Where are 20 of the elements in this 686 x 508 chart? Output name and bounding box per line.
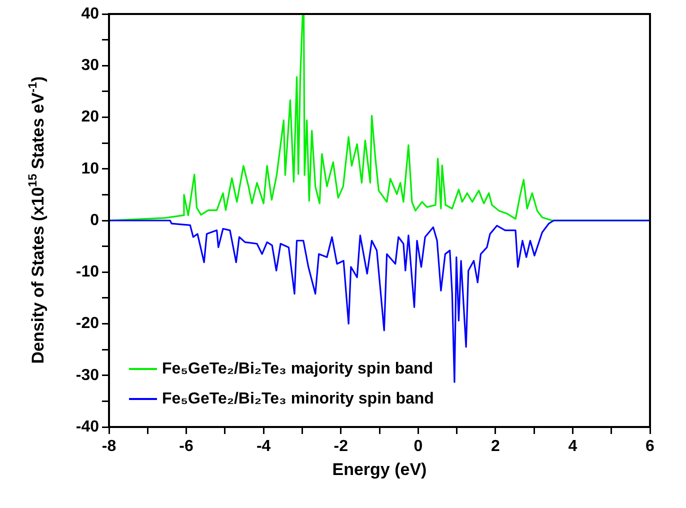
x-tick-label: 2 bbox=[490, 438, 500, 456]
legend-label: Fe₅GeTe₂/Bi₂Te₃ minority spin band bbox=[162, 390, 434, 408]
y-tick-label: 20 bbox=[81, 108, 100, 126]
y-tick-label: 0 bbox=[90, 212, 100, 229]
y-tick-label: -10 bbox=[76, 264, 100, 281]
x-tick-label: 4 bbox=[568, 438, 578, 456]
y-tick-label: -30 bbox=[76, 366, 100, 384]
x-axis-title: Energy (eV) bbox=[331, 460, 428, 480]
y-tick-label: 10 bbox=[81, 160, 100, 178]
x-tick-label: -6 bbox=[179, 438, 194, 456]
x-tick-label: -4 bbox=[256, 438, 271, 456]
y-tick-label: 40 bbox=[81, 5, 100, 22]
y-tick-label: 30 bbox=[81, 57, 100, 74]
x-tick-label: 0 bbox=[414, 438, 423, 456]
x-tick-label: -8 bbox=[102, 438, 116, 456]
y-tick-label: -40 bbox=[76, 418, 100, 436]
y-tick-label: -20 bbox=[76, 315, 100, 332]
legend-label: Fe₅GeTe₂/Bi₂Te₃ majority spin band bbox=[162, 360, 434, 378]
x-tick-label: 6 bbox=[646, 438, 655, 456]
x-tick-label: -2 bbox=[334, 438, 348, 456]
